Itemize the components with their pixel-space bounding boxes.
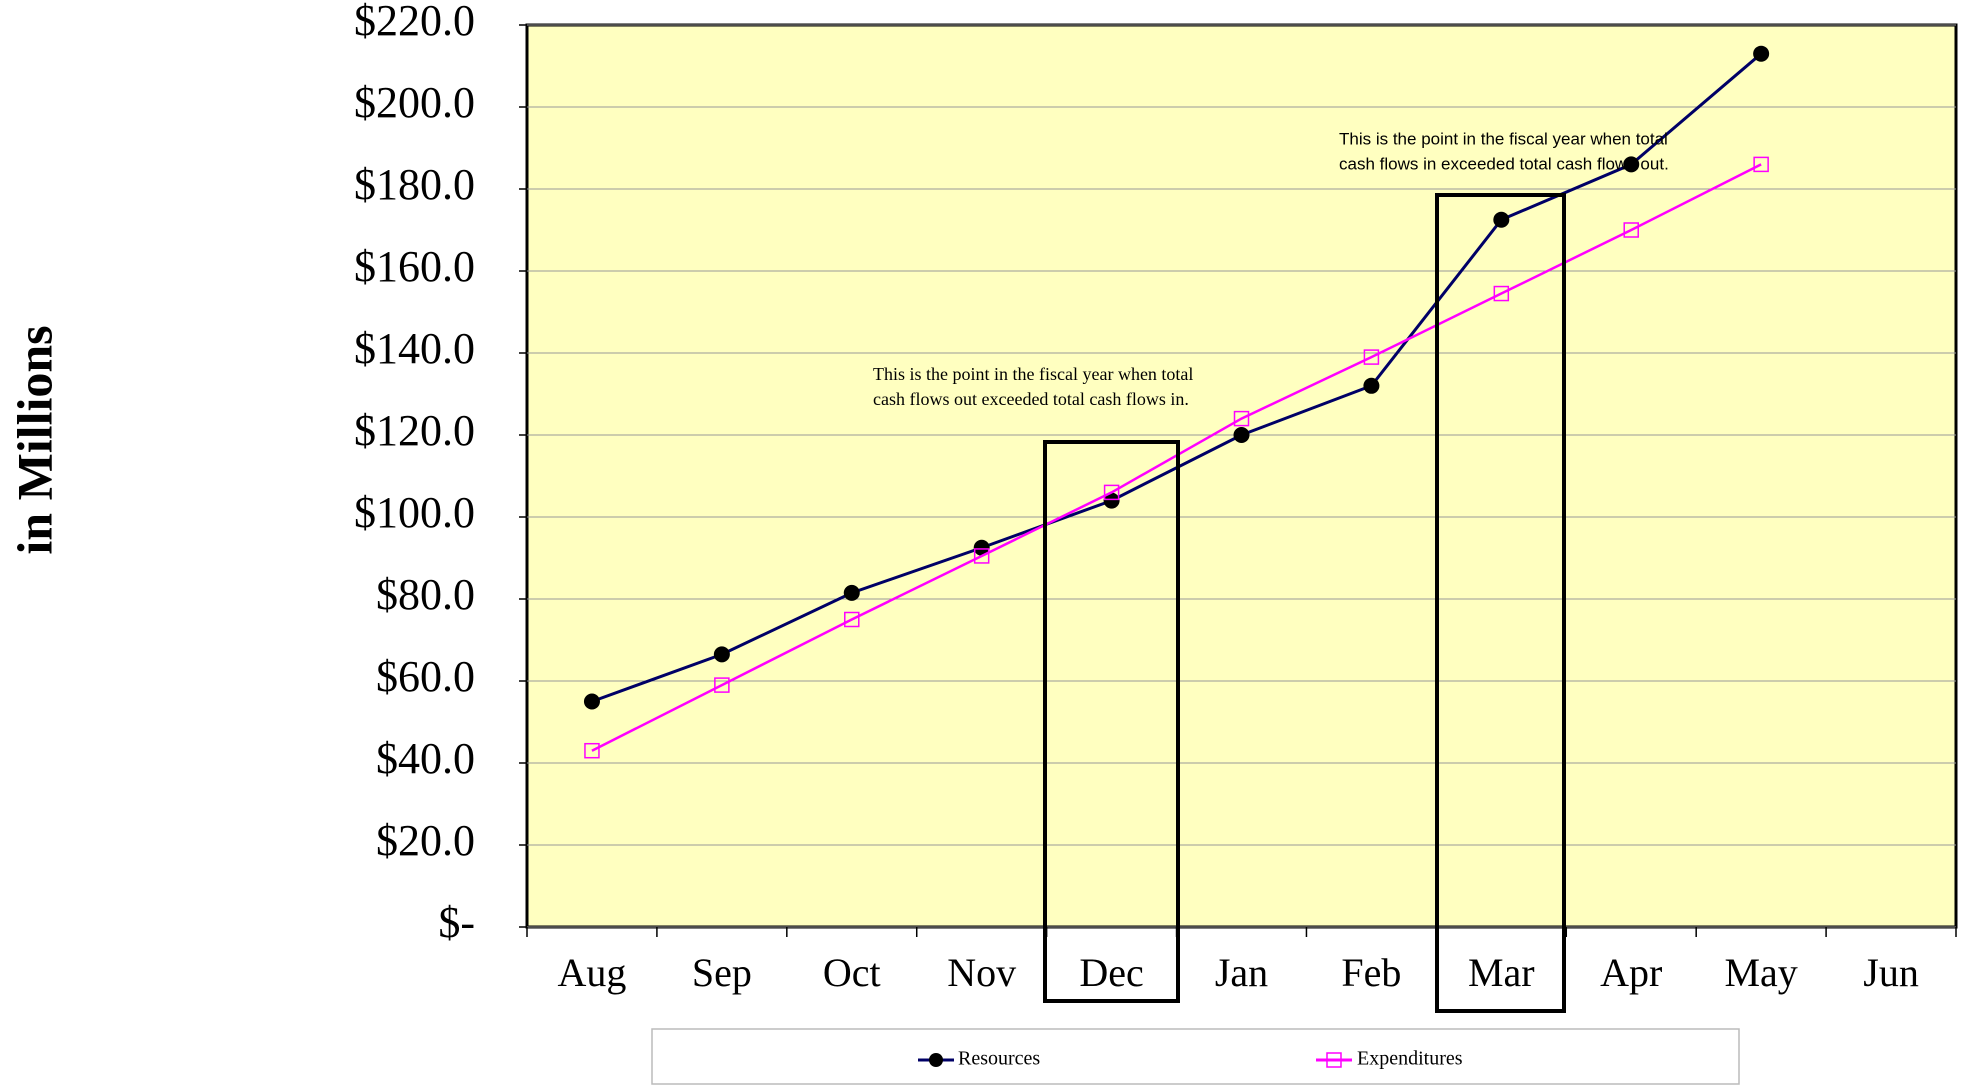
point <box>1623 156 1640 173</box>
point <box>843 584 860 601</box>
x-tick-label: Jun <box>1863 950 1919 995</box>
y-axis-label: in Millions <box>6 325 62 554</box>
x-tick-label: Nov <box>947 950 1016 995</box>
point <box>713 646 730 663</box>
legend-marker <box>1326 1052 1342 1068</box>
point <box>1363 349 1380 365</box>
point <box>1233 410 1250 427</box>
point <box>584 742 600 759</box>
highlight-box <box>1043 440 1180 1003</box>
y-tick-label: $140.0 <box>354 324 475 373</box>
y-tick-label: $220.0 <box>354 0 475 45</box>
point <box>973 548 990 564</box>
point <box>1753 45 1770 62</box>
y-tick-label: $40.0 <box>376 734 475 783</box>
annotation: This is the point in the fiscal year whe… <box>873 364 1193 384</box>
x-tick-label: Aug <box>558 950 627 995</box>
point <box>1623 222 1639 238</box>
annotation: This is the point in the fiscal year whe… <box>1339 129 1668 148</box>
x-tick-label: Mar <box>1468 950 1535 995</box>
plot-area <box>525 23 1958 929</box>
point <box>583 693 600 710</box>
point <box>1493 285 1510 302</box>
highlight-box <box>1435 193 1566 1013</box>
x-tick-label: Dec <box>1079 950 1143 995</box>
x-tick-label: Sep <box>692 950 752 995</box>
y-tick-label: $180.0 <box>354 160 475 209</box>
annotation: cash flows in exceeded total cash flows … <box>1339 154 1669 173</box>
y-tick-label: $80.0 <box>376 570 475 619</box>
point <box>1363 377 1380 394</box>
annotation: cash flows out exceeded total cash flows… <box>873 389 1189 409</box>
y-tick-label: $20.0 <box>376 816 475 865</box>
y-tick-label: $160.0 <box>354 242 475 291</box>
x-tick-label: Jan <box>1215 950 1268 995</box>
x-tick-label: May <box>1724 950 1797 995</box>
y-tick-label: $100.0 <box>354 488 475 537</box>
point <box>1753 156 1769 173</box>
legend-label: Expenditures <box>1357 1048 1463 1070</box>
y-tick-label: $120.0 <box>354 406 475 455</box>
point <box>1493 211 1510 228</box>
point <box>1103 492 1120 509</box>
point <box>714 677 730 693</box>
point <box>844 611 860 628</box>
x-tick-label: Oct <box>823 950 881 995</box>
y-tick-label: $200.0 <box>354 78 475 127</box>
point <box>1103 484 1120 501</box>
point <box>973 539 990 556</box>
x-tick-label: Apr <box>1600 950 1662 995</box>
y-tick-label: $- <box>438 898 475 947</box>
y-tick-label: $60.0 <box>376 652 475 701</box>
legend-marker <box>929 1053 943 1067</box>
legend <box>651 1028 1740 1085</box>
legend-label: Resources <box>958 1048 1040 1070</box>
point <box>1233 427 1250 443</box>
x-tick-label: Feb <box>1341 950 1401 995</box>
